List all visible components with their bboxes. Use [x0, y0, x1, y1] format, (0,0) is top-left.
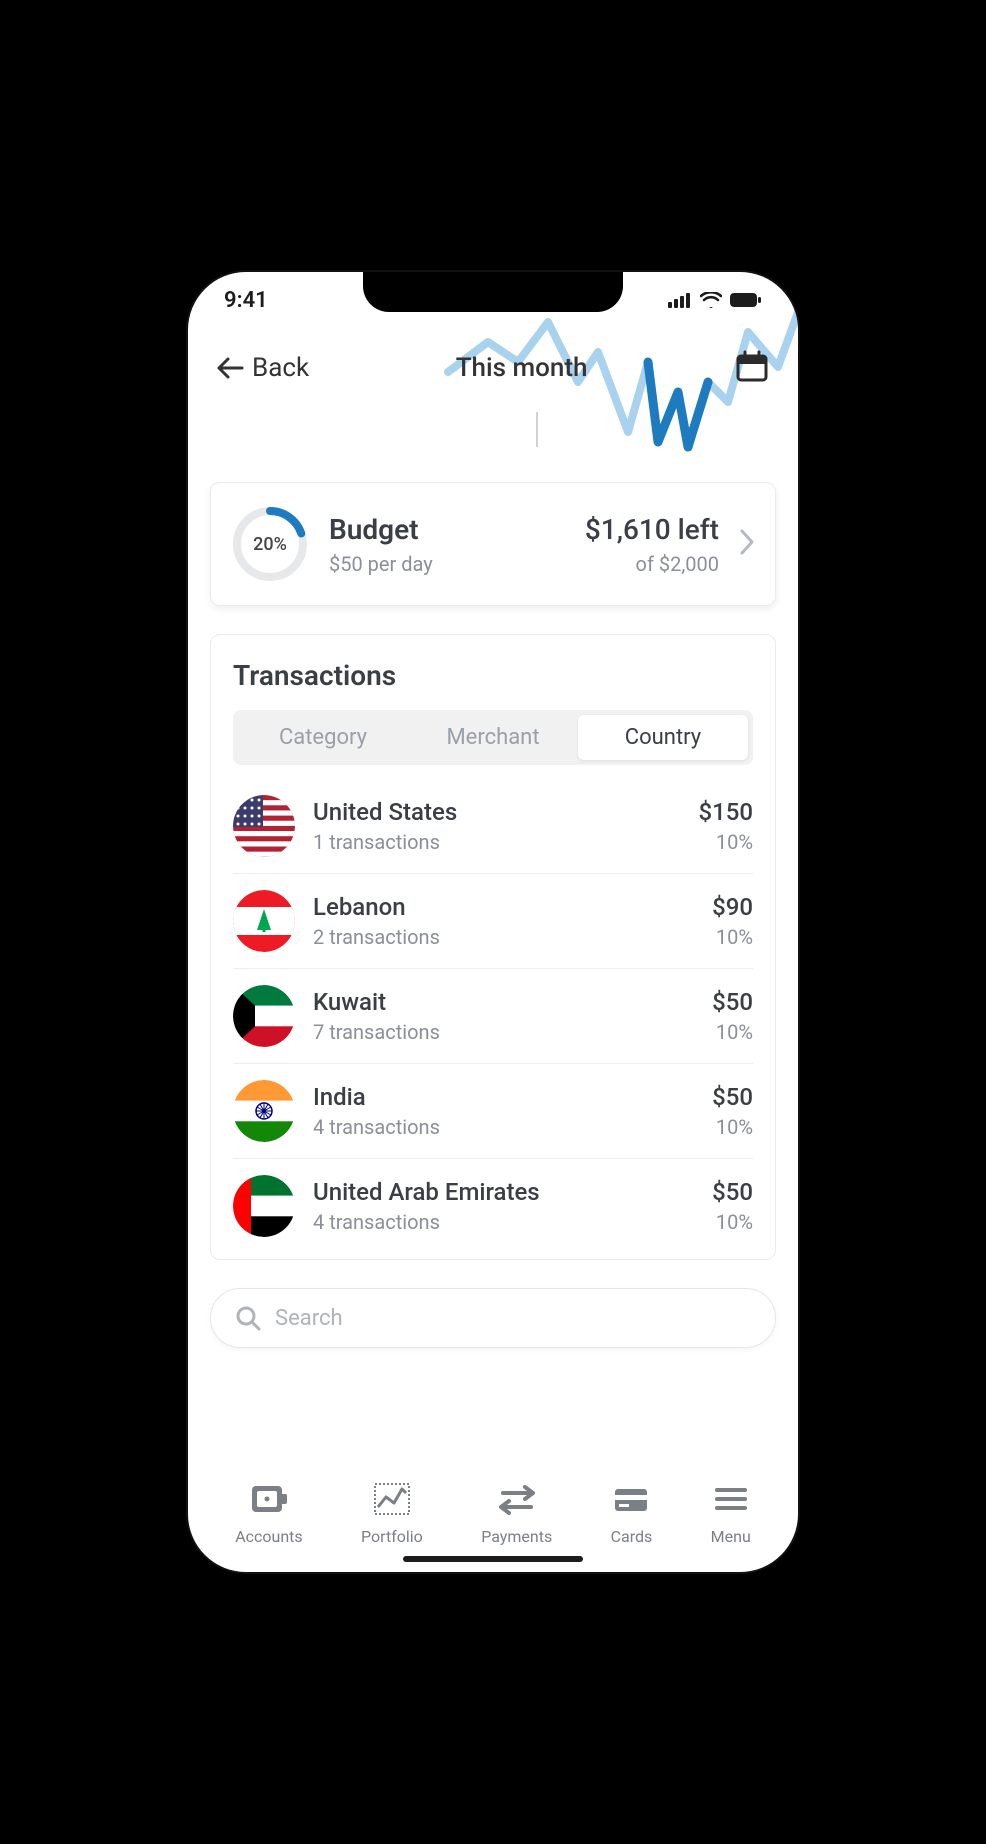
transfer-icon — [497, 1481, 537, 1521]
status-time: 9:41 — [224, 288, 268, 313]
nav-accounts[interactable]: Accounts — [235, 1481, 302, 1546]
tab-country[interactable]: Country — [578, 715, 748, 760]
percent: 10% — [716, 1020, 753, 1044]
transaction-count: 7 transactions — [313, 1020, 694, 1044]
budget-amount-left: $1,610 left — [585, 513, 719, 546]
cellular-icon — [668, 292, 692, 308]
wallet-icon — [249, 1481, 289, 1521]
transactions-title: Transactions — [233, 659, 753, 692]
amount: $150 — [698, 798, 753, 826]
nav-label: Menu — [711, 1527, 751, 1546]
transaction-count: 4 transactions — [313, 1210, 694, 1234]
page-header: Back This month — [188, 336, 798, 400]
transaction-row[interactable]: India 4 transactions $50 10% — [233, 1064, 753, 1159]
search-field[interactable] — [210, 1288, 776, 1348]
country-name: United Arab Emirates — [313, 1178, 694, 1206]
notch — [363, 272, 623, 312]
home-indicator — [403, 1556, 583, 1562]
flag-kw-icon — [233, 985, 295, 1047]
search-input[interactable] — [275, 1306, 751, 1331]
budget-card[interactable]: 20% Budget $50 per day $1,610 left of $2… — [210, 482, 776, 606]
country-name: Lebanon — [313, 893, 694, 921]
amount: $50 — [712, 1083, 753, 1111]
flag-lb-icon — [233, 890, 295, 952]
chevron-right-icon — [739, 528, 755, 560]
search-wrap — [210, 1288, 776, 1348]
tab-category[interactable]: Category — [238, 715, 408, 760]
country-name: India — [313, 1083, 694, 1111]
budget-per-day: $50 per day — [329, 552, 565, 576]
amount: $50 — [712, 988, 753, 1016]
back-button[interactable]: Back — [216, 353, 309, 383]
transaction-count: 1 transactions — [313, 830, 680, 854]
percent: 10% — [716, 1210, 753, 1234]
transaction-count: 2 transactions — [313, 925, 694, 949]
transaction-row[interactable]: United Arab Emirates 4 transactions $50 … — [233, 1159, 753, 1253]
percent: 10% — [716, 1115, 753, 1139]
tab-merchant[interactable]: Merchant — [408, 715, 578, 760]
search-icon — [235, 1305, 261, 1331]
nav-payments[interactable]: Payments — [481, 1481, 552, 1546]
phone-frame: 9:41 Back This month — [188, 272, 798, 1572]
budget-progress-ring: 20% — [231, 505, 309, 583]
transactions-tabs: CategoryMerchantCountry — [233, 710, 753, 765]
nav-label: Payments — [481, 1527, 552, 1546]
back-label: Back — [252, 353, 309, 383]
nav-label: Portfolio — [361, 1527, 423, 1546]
content: 20% Budget $50 per day $1,610 left of $2… — [188, 482, 798, 1572]
transaction-row[interactable]: Kuwait 7 transactions $50 10% — [233, 969, 753, 1064]
nav-label: Accounts — [235, 1527, 302, 1546]
chart-icon — [372, 1481, 412, 1521]
budget-total: of $2,000 — [585, 552, 719, 576]
budget-title: Budget — [329, 513, 565, 546]
flag-us-icon — [233, 795, 295, 857]
calendar-button[interactable] — [734, 348, 770, 388]
transaction-count: 4 transactions — [313, 1115, 694, 1139]
percent: 10% — [716, 925, 753, 949]
flag-in-icon — [233, 1080, 295, 1142]
menu-icon — [711, 1481, 751, 1521]
nav-menu[interactable]: Menu — [711, 1481, 751, 1546]
amount: $90 — [712, 893, 753, 921]
transactions-card: Transactions CategoryMerchantCountry Uni… — [210, 634, 776, 1260]
nav-cards[interactable]: Cards — [611, 1481, 653, 1546]
country-name: Kuwait — [313, 988, 694, 1016]
percent: 10% — [716, 830, 753, 854]
card-icon — [611, 1481, 651, 1521]
calendar-icon — [734, 348, 770, 384]
country-name: United States — [313, 798, 680, 826]
budget-percent: 20% — [231, 505, 309, 583]
nav-label: Cards — [611, 1527, 653, 1546]
nav-portfolio[interactable]: Portfolio — [361, 1481, 423, 1546]
battery-icon — [730, 292, 762, 308]
transactions-list: United States 1 transactions $150 10% Le… — [233, 779, 753, 1253]
back-arrow-icon — [216, 356, 244, 380]
page-title: This month — [456, 353, 588, 383]
wifi-icon — [700, 292, 722, 308]
transaction-row[interactable]: United States 1 transactions $150 10% — [233, 779, 753, 874]
amount: $50 — [712, 1178, 753, 1206]
status-icons — [668, 292, 762, 308]
flag-ae-icon — [233, 1175, 295, 1237]
bottom-nav: Accounts Portfolio Payments Cards Menu — [188, 1481, 798, 1546]
transaction-row[interactable]: Lebanon 2 transactions $90 10% — [233, 874, 753, 969]
